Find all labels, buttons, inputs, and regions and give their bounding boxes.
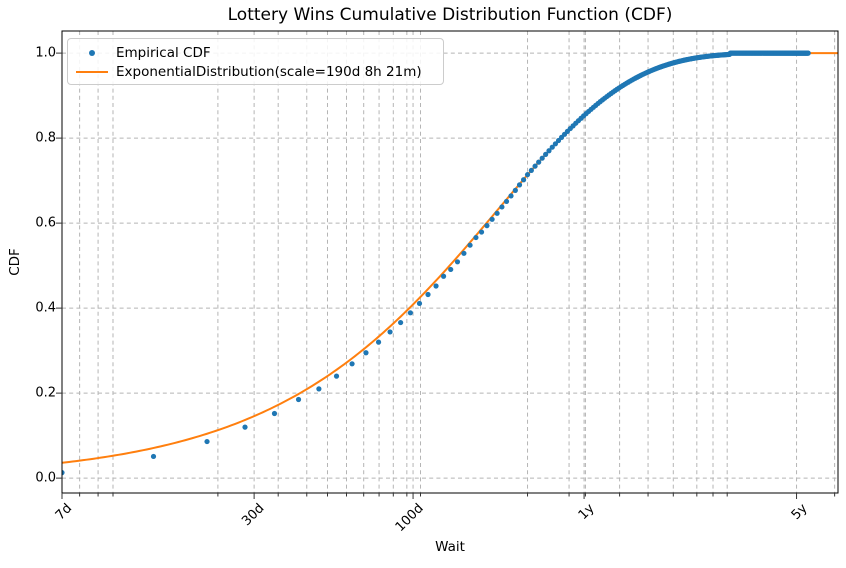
data-point (242, 424, 248, 430)
data-point (552, 141, 559, 147)
legend-label: Empirical CDF (116, 44, 211, 61)
data-point (454, 259, 461, 265)
data-point (524, 172, 531, 178)
legend-entry-fit: ExponentialDistribution(scale=190d 8h 21… (74, 62, 437, 81)
data-point (536, 159, 542, 165)
data-point (333, 373, 340, 379)
data-point (508, 193, 514, 199)
data-point (467, 242, 473, 248)
data-point (440, 273, 447, 279)
data-point (516, 182, 523, 188)
legend-label: ExponentialDistribution(scale=190d 8h 21… (116, 63, 422, 80)
data-point (448, 266, 454, 273)
data-point (549, 144, 555, 150)
data-point (503, 198, 510, 205)
grid (61, 31, 838, 493)
data-point (546, 148, 552, 154)
legend-entry-empirical: Empirical CDF (74, 43, 437, 62)
y-tick-label-text: 0.8 (35, 130, 56, 146)
data-point (407, 310, 413, 316)
data-point (363, 350, 369, 356)
data-point (204, 438, 210, 445)
data-point (805, 50, 811, 56)
data-point (398, 319, 404, 326)
data-point (295, 396, 302, 403)
data-point (425, 291, 431, 298)
y-tick-label-text: 0.2 (35, 385, 56, 401)
data-point (543, 151, 549, 157)
axes-spines (61, 30, 839, 494)
empirical-points (62, 50, 811, 476)
scatter-marker-icon (89, 49, 95, 56)
data-point (433, 283, 439, 289)
data-point (499, 204, 505, 210)
data-point (494, 210, 500, 216)
data-point (473, 234, 479, 241)
legend: Empirical CDF ExponentialDistribution(sc… (67, 38, 444, 85)
data-point (271, 410, 278, 417)
data-point (528, 167, 534, 174)
y-tick-label-text: 1.0 (35, 45, 56, 61)
data-point (489, 216, 495, 222)
data-point (316, 386, 322, 392)
data-point (478, 229, 485, 235)
data-point (484, 223, 490, 229)
legend-handle (74, 70, 110, 73)
fit-curve (62, 52, 838, 464)
chart-title: Lottery Wins Cumulative Distribution Fun… (227, 5, 673, 25)
legend-handle (74, 49, 110, 56)
data-point (512, 187, 518, 193)
y-tick-label-text: 0.4 (35, 300, 56, 316)
data-point (532, 163, 538, 169)
y-tick-label-text: 0.0 (35, 470, 56, 486)
data-point (387, 329, 393, 335)
x-axis-label: Wait (435, 539, 465, 555)
data-point (62, 470, 65, 476)
y-tick-label-text: 0.6 (35, 215, 56, 231)
data-point (375, 339, 382, 345)
data-point (349, 361, 355, 367)
data-point (416, 300, 423, 307)
tick-marks (56, 52, 836, 499)
data-point (461, 250, 467, 256)
data-point (539, 155, 545, 161)
data-point (150, 453, 157, 460)
data-point (520, 177, 527, 183)
line-marker-icon (76, 70, 108, 73)
